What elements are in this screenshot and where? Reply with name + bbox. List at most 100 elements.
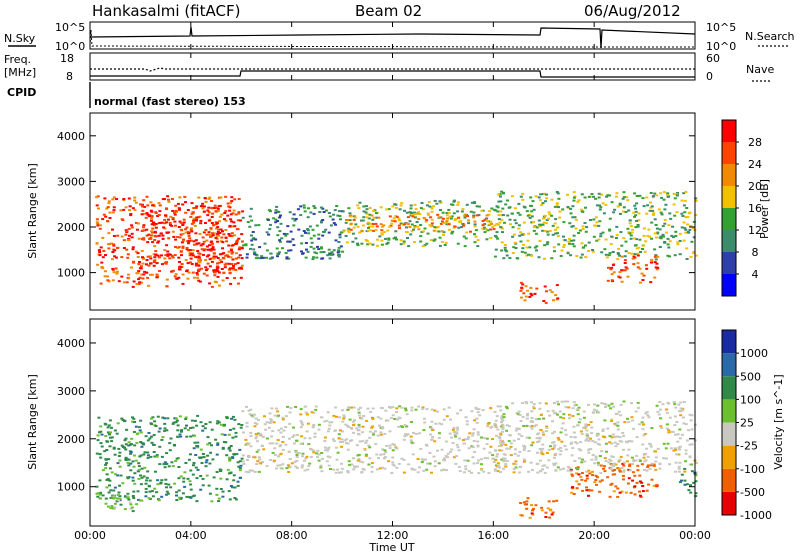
velocity-echo-cell <box>592 408 596 411</box>
power-echo-cell <box>519 281 523 284</box>
velocity-echo-cell <box>215 487 219 490</box>
velocity-echo-cell <box>472 428 476 431</box>
velocity-echo-cell <box>189 469 193 472</box>
power-echo-cell <box>452 226 456 229</box>
velocity-echo-cell <box>540 450 544 453</box>
velocity-echo-cell <box>688 443 692 446</box>
velocity-echo-cell <box>683 483 687 486</box>
power-echo-cell <box>165 261 169 264</box>
power-echo-cell <box>442 234 445 236</box>
velocity-echo-cell <box>186 429 190 431</box>
velocity-echo-cell <box>332 468 336 471</box>
power-echo-cell <box>658 228 662 231</box>
velocity-echo-cell <box>154 470 157 473</box>
power-echo-cell <box>511 226 515 229</box>
power-echo-cell <box>112 196 116 199</box>
velocity-echo-cell <box>577 421 581 424</box>
power-echo-cell <box>453 225 457 228</box>
velocity-echo-cell <box>380 406 383 409</box>
power-echo-cell <box>240 264 244 267</box>
power-echo-cell <box>609 243 613 246</box>
power-echo-cell <box>324 228 328 231</box>
velocity-echo-cell <box>268 412 272 415</box>
velocity-echo-cell <box>559 416 563 419</box>
power-echo-cell <box>190 230 194 233</box>
velocity-echo-cell <box>268 442 272 445</box>
power-echo-cell <box>566 252 570 255</box>
power-echo-cell <box>629 225 633 228</box>
power-echo-cell <box>173 254 177 256</box>
power-echo-cell <box>142 199 146 202</box>
power-echo-cell <box>140 213 144 216</box>
power-echo-cell <box>513 219 517 222</box>
velocity-echo-cell <box>531 509 535 512</box>
power-echo-cell <box>463 245 467 248</box>
velocity-echo-cell <box>511 402 515 405</box>
velocity-echo-cell <box>132 454 136 457</box>
velocity-echo-cell <box>184 462 188 464</box>
power-echo-cell <box>622 237 626 240</box>
power-echo-cell <box>201 236 205 239</box>
velocity-echo-cell <box>545 426 549 429</box>
power-echo-cell <box>642 274 646 277</box>
velocity-echo-cell <box>250 414 254 417</box>
power-echo-cell <box>142 273 146 276</box>
power-echo-cell <box>138 276 142 279</box>
velocity-echo-cell <box>467 470 471 473</box>
velocity-echo-cell <box>257 456 261 459</box>
velocity-echo-cell <box>633 485 637 488</box>
power-echo-cell <box>618 254 621 257</box>
velocity-echo-cell <box>603 402 607 405</box>
power-echo-cell <box>166 253 170 256</box>
velocity-echo-cell <box>446 452 450 455</box>
velocity-echo-cell <box>525 436 529 439</box>
power-echo-cell <box>151 204 155 207</box>
power-echo-cell <box>331 253 335 256</box>
power-echo-cell <box>642 205 646 208</box>
velocity-echo-cell <box>637 423 641 426</box>
velocity-echo-cell <box>303 459 306 462</box>
velocity-echo-cell <box>553 456 556 459</box>
velocity-echo-cell <box>416 471 420 474</box>
velocity-echo-cell <box>129 451 133 454</box>
power-echo-cell <box>309 245 313 248</box>
velocity-echo-cell <box>343 439 347 442</box>
power-echo-cell <box>217 228 221 231</box>
power-echo-cell <box>276 220 280 222</box>
power-echo-cell <box>540 204 544 206</box>
velocity-echo-cell <box>680 473 684 476</box>
velocity-echo-cell <box>358 414 362 417</box>
power-echo-cell <box>98 254 102 257</box>
velocity-echo-cell <box>97 416 101 419</box>
power-echo-cell <box>399 239 403 242</box>
power-echo-cell <box>126 256 130 259</box>
power-echo-cell <box>643 250 647 253</box>
velocity-echo-cell <box>294 450 298 453</box>
power-echo-cell <box>212 257 216 260</box>
velocity-echo-cell <box>483 457 487 460</box>
velocity-echo-cell <box>476 462 480 465</box>
power-echo-cell <box>503 221 506 224</box>
velocity-echo-cell <box>640 421 644 424</box>
velocity-echo-cell <box>540 509 544 512</box>
power-echo-cell <box>472 214 476 217</box>
velocity-echo-cell <box>183 427 187 430</box>
power-echo-cell <box>627 252 631 255</box>
power-echo-cell <box>120 256 124 259</box>
velocity-echo-cell <box>601 428 605 431</box>
velocity-echo-cell <box>496 453 499 456</box>
velocity-echo-cell <box>669 430 673 433</box>
power-colorbar-swatch <box>722 142 736 164</box>
power-echo-cell <box>488 210 492 213</box>
velocity-echo-cell <box>124 456 128 459</box>
power-echo-cell <box>397 224 401 227</box>
power-echo-cell <box>663 218 667 221</box>
power-echo-cell <box>153 234 157 237</box>
velocity-echo-cell <box>496 470 500 473</box>
velocity-echo-cell <box>103 450 107 453</box>
velocity-echo-cell <box>575 467 579 470</box>
power-echo-cell <box>173 211 176 214</box>
power-echo-cell <box>663 208 667 211</box>
velocity-echo-cell <box>634 459 638 462</box>
velocity-echo-cell <box>432 455 436 458</box>
